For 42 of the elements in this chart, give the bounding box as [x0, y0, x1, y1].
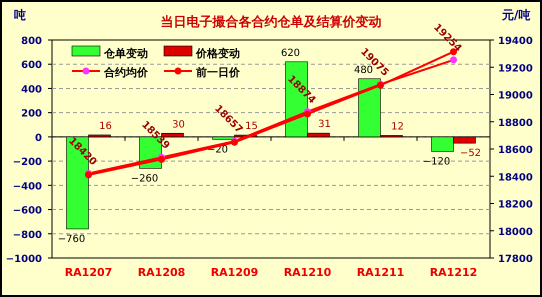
x-tick-label: RA1207 [64, 266, 112, 279]
y2-tick-label: 19000 [498, 90, 533, 102]
data-label: −120 [422, 156, 450, 168]
legend-label: 合约均价 [103, 66, 149, 79]
x-tick-label: RA1210 [284, 266, 332, 279]
y-tick-label: −400 [12, 181, 42, 192]
legend-label: 仓单变动 [103, 47, 148, 60]
y2-tick-label: 19400 [498, 36, 533, 47]
y-tick-label: 0 [35, 132, 42, 144]
chart-title: 当日电子撮合各合约仓单及结算价变动 [160, 14, 382, 30]
y-tick-label: −800 [12, 230, 42, 241]
legend-label: 前一日价 [195, 66, 241, 79]
y-tick-label: −600 [12, 206, 42, 217]
y-tick-label: 800 [21, 36, 42, 47]
y-tick-label: −1000 [6, 254, 42, 265]
data-label: 31 [318, 119, 331, 130]
data-label: 16 [99, 120, 112, 132]
data-label: −760 [58, 234, 86, 245]
y2-tick-label: 18400 [498, 172, 533, 184]
y2-axis-title: 元/吨 [501, 8, 530, 22]
y-tick-label: −200 [12, 157, 42, 168]
y2-tick-label: 18800 [498, 118, 533, 129]
y2-tick-label: 18600 [498, 145, 533, 156]
data-label: −52 [460, 148, 482, 160]
x-tick-label: RA1209 [210, 266, 258, 279]
data-label: 30 [172, 119, 185, 130]
y-tick-label: 600 [21, 60, 42, 72]
y-tick-label: 400 [21, 84, 42, 96]
x-tick-label: RA1208 [138, 266, 186, 279]
y2-tick-label: 18200 [498, 200, 533, 210]
data-label: 12 [391, 121, 404, 132]
y-tick-label: 200 [21, 108, 42, 120]
data-label: 620 [280, 48, 300, 59]
data-label: 15 [245, 121, 258, 132]
y-axis-title: 吨 [14, 8, 26, 22]
y2-tick-label: 17800 [498, 254, 533, 265]
x-tick-label: RA1211 [356, 266, 404, 279]
y2-tick-label: 19200 [498, 63, 533, 74]
legend-label: 价格变动 [195, 47, 240, 60]
data-label: −260 [130, 173, 158, 184]
x-tick-label: RA1212 [430, 266, 478, 279]
y2-tick-label: 18000 [498, 226, 533, 238]
